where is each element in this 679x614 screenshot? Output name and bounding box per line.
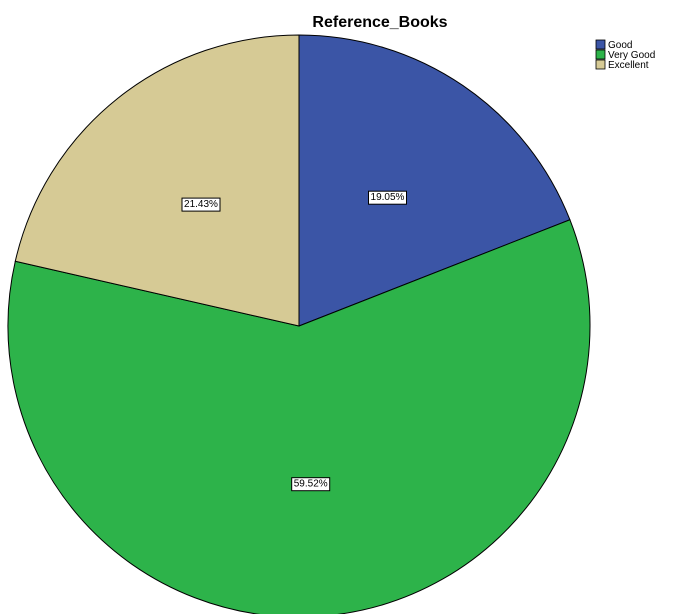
data-label-good: 19.05% [368,190,407,205]
legend-swatch-good [595,39,606,50]
pie-data-labels: 19.05% 59.52% 21.43% [181,190,407,492]
data-label-box [181,197,221,212]
legend-label-excellent: Excellent [608,60,649,71]
pie-slice-good [298,34,571,327]
data-label-very-good: 59.52% [291,477,331,492]
pie-slice-very-good [7,219,591,614]
pie-slices [7,34,591,614]
legend-swatch-excellent [595,59,606,70]
data-label-text: 59.52% [294,479,328,490]
data-label-text: 21.43% [184,199,218,210]
data-label-excellent: 21.43% [181,197,221,212]
legend-label-very-good: Very Good [608,50,655,61]
pie-slice-excellent [14,34,300,327]
data-label-box [368,190,407,205]
data-label-box [291,477,331,492]
legend-swatch-very-good [595,49,606,60]
legend-label-good: Good [608,40,632,51]
chart-title: Reference_Books [312,14,447,31]
data-label-text: 19.05% [371,192,405,203]
